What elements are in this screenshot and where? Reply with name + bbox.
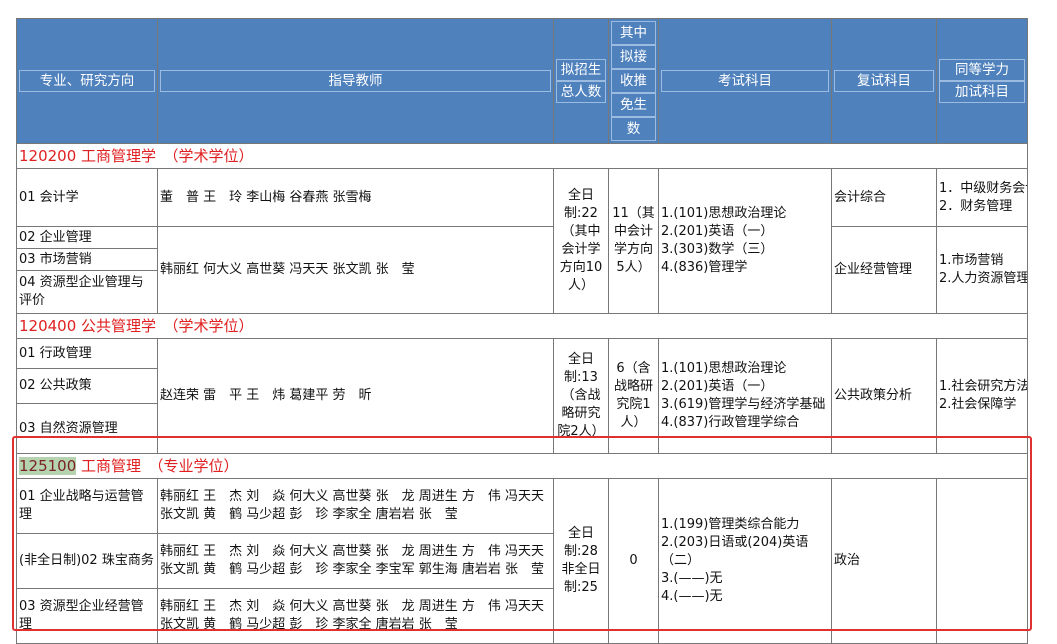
retest-cell: 会计综合 [831, 168, 937, 227]
total-cell: 全日制:28 非全日制:25 [553, 478, 609, 644]
table-row: 01 会计学 董 普 王 玲 李山梅 谷春燕 张雪梅 全日制:22（其中会计学方… [16, 168, 1028, 314]
extra-cell: 1.社会研究方法 2.社会保障学 [936, 338, 1028, 454]
direction-cell: 03 资源型企业经营管理 [16, 588, 158, 644]
section-header: 120400 公共管理学 （学术学位） [16, 313, 1028, 339]
retest-cell: 政治 [831, 478, 937, 644]
direction-cell: 01 会计学 [16, 168, 158, 227]
teachers-cell: 韩丽红 王 杰 刘 焱 何大义 高世葵 张 龙 周进生 方 伟 冯天天 张文凯 … [157, 478, 554, 534]
total-cell: 全日制:22（其中会计学方向10人） [553, 168, 609, 314]
direction-cell: 01 行政管理 [16, 338, 158, 369]
exempt-cell: 0 [608, 478, 659, 644]
header-direction: 专业、研究方向 [16, 18, 158, 144]
table-row: 02 企业管理 韩丽红 何大义 高世葵 冯天天 张文凯 张 莹 企业经营管理 1… [16, 226, 1028, 314]
direction-cell: 04 资源型企业管理与评价 [16, 270, 158, 314]
section-header: 125100 工商管理 （专业学位） [16, 453, 1028, 479]
direction-cell: 03 自然资源管理 [16, 403, 158, 454]
direction-cell: (非全日制)02 珠宝商务 [16, 533, 158, 589]
direction-cell: 03 市场营销 [16, 248, 158, 271]
exam-cell: 1.(199)管理类综合能力 2.(203)日语或(204)英语（二） 3.(——)… [658, 478, 832, 644]
teachers-cell: 韩丽红 王 杰 刘 焱 何大义 高世葵 张 龙 周进生 方 伟 冯天天 张文凯 … [157, 533, 554, 589]
retest-cell: 企业经营管理 [831, 226, 937, 314]
teachers-cell: 韩丽红 何大义 高世葵 冯天天 张文凯 张 莹 [157, 226, 554, 314]
exam-cell: 1.(101)思想政治理论 2.(201)英语（一） 3.(619)管理学与经济学基… [658, 338, 832, 454]
header-retest: 复试科目 [831, 18, 937, 144]
total-cell: 全日制:13（含战略研究院2人） [553, 338, 609, 454]
extra-cell [936, 478, 1028, 644]
table-row: (非全日制)02 珠宝商务 韩丽红 王 杰 刘 焱 何大义 高世葵 张 龙 周进生… [16, 533, 1028, 589]
teachers-cell: 董 普 王 玲 李山梅 谷春燕 张雪梅 [157, 168, 554, 227]
retest-cell: 公共政策分析 [831, 338, 937, 454]
teachers-cell: 赵连荣 雷 平 王 炜 葛建平 劳 昕 [157, 338, 554, 454]
table-row: 02 公共政策 [16, 368, 1028, 404]
header-exempt: 其中 拟接 收推 免生数 [608, 18, 659, 144]
direction-cell: 02 企业管理 [16, 226, 158, 249]
extra-cell: 1．中级财务会计 2．财务管理 [936, 168, 1028, 227]
exempt-cell: 6（含战略研究院1人） [608, 338, 659, 454]
exempt-cell: 11（其中会计学方向5人） [608, 168, 659, 314]
header-total: 拟招生 总人数 [553, 18, 609, 144]
admissions-table: 专业、研究方向 指导教师 拟招生 总人数 其中 拟接 收推 免生数 考试科目 复试科目 … [16, 18, 1028, 644]
teachers-cell: 韩丽红 王 杰 刘 焱 何大义 高世葵 张 龙 周进生 方 伟 冯天天 张文凯 … [157, 588, 554, 644]
header-exam: 考试科目 [658, 18, 832, 144]
exam-cell: 1.(101)思想政治理论 2.(201)英语（一） 3.(303)数学（三） 4.(… [658, 168, 832, 314]
header-row: 专业、研究方向 指导教师 拟招生 总人数 其中 拟接 收推 免生数 考试科目 复试科目 … [16, 18, 1028, 144]
section-header: 120200 工商管理学 （学术学位） [16, 143, 1028, 169]
direction-cell: 01 企业战略与运营管理 [16, 478, 158, 534]
header-teachers: 指导教师 [157, 18, 554, 144]
table-row: 03 自然资源管理 [16, 403, 1028, 454]
table-row: 01 企业战略与运营管理 韩丽红 王 杰 刘 焱 何大义 高世葵 张 龙 周进生… [16, 478, 1028, 644]
extra-cell: 1.市场营销 2.人力资源管理 [936, 226, 1028, 314]
table-row: 01 行政管理 赵连荣 雷 平 王 炜 葛建平 劳 昕 全日制:13（含战略研究… [16, 338, 1028, 454]
header-extra: 同等学力 加试科目 [936, 18, 1028, 144]
direction-cell: 02 公共政策 [16, 368, 158, 404]
